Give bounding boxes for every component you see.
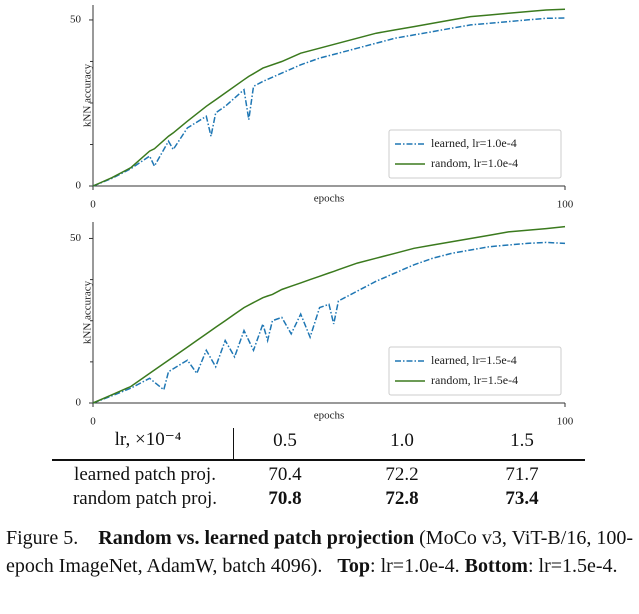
table-cell: random patch proj.	[72, 488, 218, 509]
caption-text: : lr=1.5e-4.	[527, 555, 618, 577]
series-line	[92, 225, 566, 404]
series-line	[92, 17, 566, 187]
caption: Figure 5. Random vs. learned patch proje…	[6, 524, 633, 580]
y-tick-label: 50	[70, 232, 82, 244]
legend-label: learned, lr=1.0e-4	[431, 136, 517, 150]
legend-label: learned, lr=1.5e-4	[431, 353, 517, 367]
table-divider	[233, 428, 234, 460]
table-cell: learned patch proj.	[74, 464, 216, 485]
y-tick-label: 0	[76, 180, 82, 192]
table-cell: 71.7	[505, 464, 539, 485]
legend-box	[388, 129, 562, 179]
legend-label: random, lr=1.0e-4	[431, 156, 518, 170]
legend-box	[388, 346, 562, 396]
x-tick-label: 100	[557, 199, 574, 211]
x-tick-label: 100	[557, 416, 574, 428]
x-tick-label: 0	[90, 416, 96, 428]
table-header: lr, ×10⁻⁴	[114, 429, 182, 450]
y-axis-label: kNN accuracy	[82, 63, 94, 127]
x-axis-label: epochs	[314, 410, 345, 422]
x-axis-label: epochs	[314, 193, 345, 205]
table-cell: 70.8	[268, 488, 302, 509]
legend-label: random, lr=1.5e-4	[431, 373, 518, 387]
table-header: 1.0	[390, 430, 414, 451]
table-header: 1.5	[510, 430, 534, 451]
table-header: 0.5	[273, 430, 297, 451]
series-line	[92, 241, 566, 404]
caption-label: Figure 5.	[6, 527, 79, 549]
table-cell: 73.4	[505, 488, 539, 509]
caption-text: (MoCo v3, ViT-B/16, 100-epoch ImageNet, …	[6, 527, 633, 577]
y-axis-label: kNN accuracy	[82, 280, 94, 344]
table-rule	[52, 459, 585, 461]
caption-bottom: Bottom	[464, 555, 528, 577]
table-cell: 72.2	[385, 464, 419, 485]
y-tick-label: 50	[70, 13, 82, 25]
caption-text: : lr=1.0e-4.	[370, 555, 460, 577]
series-line	[92, 8, 566, 187]
x-tick-label: 0	[90, 199, 96, 211]
table-cell: 70.4	[268, 464, 302, 485]
table-cell: 72.8	[385, 488, 419, 509]
results-table: lr, ×10⁻⁴ 0.5 1.0 1.5 learned patch proj…	[52, 428, 585, 509]
caption-title: Random vs. learned patch projection	[98, 527, 415, 549]
caption-top: Top	[337, 555, 371, 577]
y-tick-label: 0	[76, 397, 82, 409]
figure: 0 50 0 100 epochs kNN accuracy learned, lr=1.0…	[70, 5, 574, 428]
